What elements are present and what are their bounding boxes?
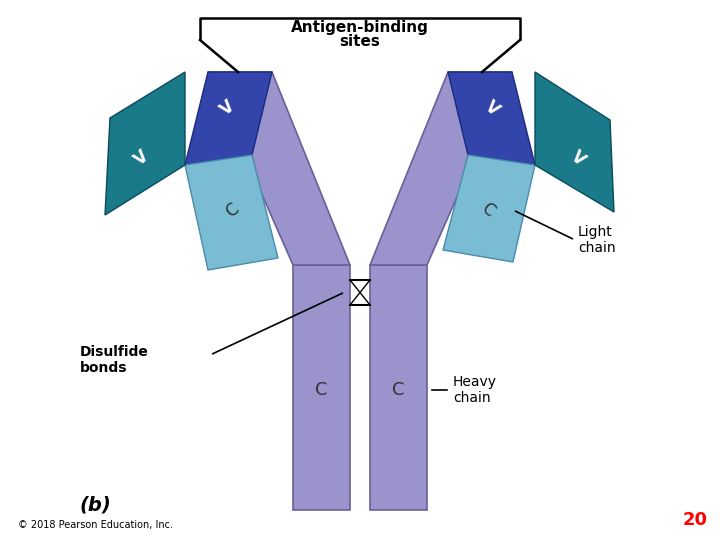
- Text: Heavy
chain: Heavy chain: [453, 375, 497, 405]
- Text: V: V: [217, 97, 239, 119]
- Text: © 2018 Pearson Education, Inc.: © 2018 Pearson Education, Inc.: [18, 520, 173, 530]
- Polygon shape: [105, 72, 185, 215]
- Text: C: C: [315, 381, 328, 399]
- Text: C: C: [478, 199, 498, 221]
- Polygon shape: [370, 72, 512, 265]
- Polygon shape: [185, 72, 272, 165]
- Text: C: C: [392, 381, 405, 399]
- Polygon shape: [185, 155, 278, 270]
- Polygon shape: [370, 265, 427, 510]
- Polygon shape: [208, 72, 350, 265]
- Text: (b): (b): [79, 496, 111, 515]
- Polygon shape: [535, 72, 614, 212]
- Text: C: C: [222, 199, 242, 221]
- Text: V: V: [481, 97, 503, 119]
- Text: V: V: [567, 147, 589, 169]
- Text: sites: sites: [340, 34, 380, 49]
- Polygon shape: [293, 265, 350, 510]
- Text: Light
chain: Light chain: [578, 225, 616, 255]
- Polygon shape: [443, 155, 535, 262]
- Text: Antigen-binding: Antigen-binding: [291, 20, 429, 35]
- Text: Disulfide
bonds: Disulfide bonds: [80, 345, 149, 375]
- Text: V: V: [131, 147, 153, 169]
- Text: 20: 20: [683, 511, 708, 529]
- Polygon shape: [448, 72, 535, 165]
